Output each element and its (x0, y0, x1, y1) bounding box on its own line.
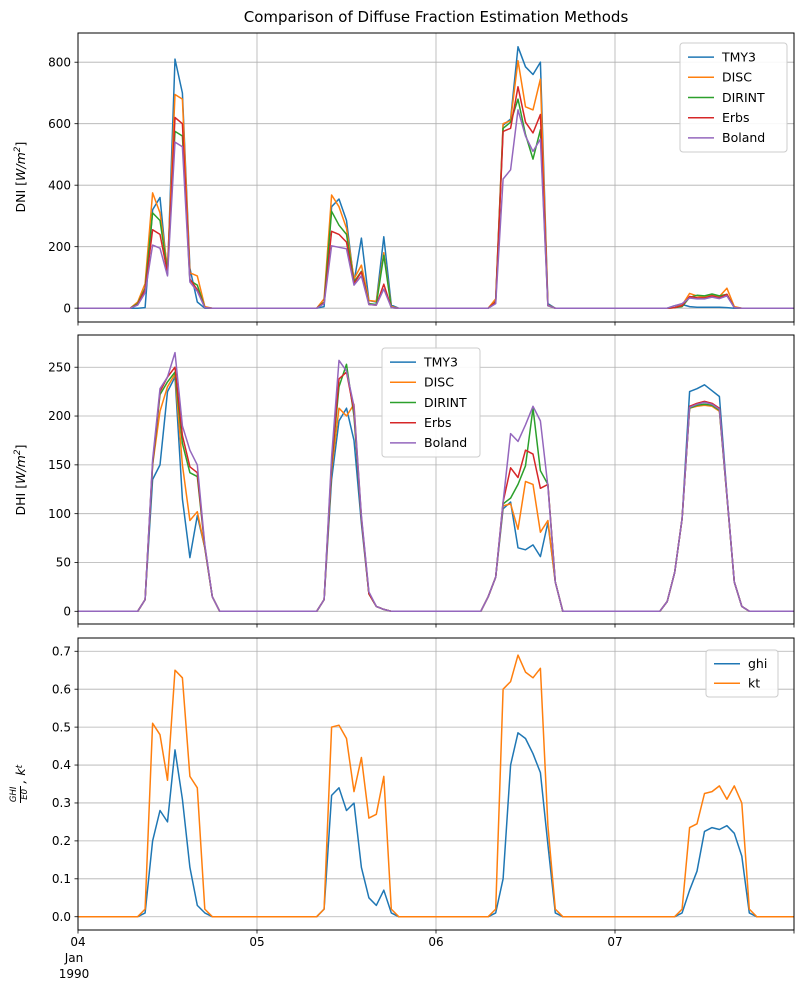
y-tick-label: 0 (63, 301, 71, 315)
legend-label-DISC: DISC (722, 70, 752, 85)
ylabel-unit: W/m (13, 455, 29, 484)
ylabel-text: ] (13, 444, 29, 450)
panel-2-legend-box (381, 347, 481, 458)
ylabel-text: DNI [ (13, 180, 29, 213)
legend-label-kt: kt (748, 676, 760, 691)
y-tick-label: 50 (56, 556, 71, 570)
legend-label-Boland: Boland (424, 435, 467, 450)
y-tick-label: 0.2 (52, 834, 71, 848)
ylabel-exp: 2 (13, 449, 23, 456)
legend-label-TMY3: TMY3 (721, 49, 756, 64)
y-tick-label: 0.7 (52, 644, 71, 658)
ylabel-unit: W/m (13, 152, 29, 181)
y-tick-label: 100 (48, 507, 71, 521)
y-tick-label: 0.0 (52, 910, 71, 924)
legend-label-ghi: ghi (748, 656, 767, 671)
y-tick-label: 0.6 (52, 682, 71, 696)
chart-title: Comparison of Diffuse Fraction Estimatio… (243, 8, 629, 26)
fraction-ghi-e0: GHI E0 (8, 785, 31, 804)
y-tick-label: 0.4 (52, 758, 71, 772)
series-line-Boland (78, 109, 794, 309)
legend-label-TMY3: TMY3 (423, 354, 458, 369)
y-tick-label: 0.1 (52, 872, 71, 886)
y-tick-label: 150 (48, 458, 71, 472)
x-tick-label: 07 (607, 935, 622, 949)
panel-1-legend-box (679, 42, 788, 153)
y-tick-label: 600 (48, 117, 71, 131)
fraction-numerator: GHI (8, 785, 21, 804)
legend-label-Erbs: Erbs (722, 110, 749, 125)
ylabel-exp: 2 (13, 146, 23, 153)
legend-label-Boland: Boland (722, 130, 765, 145)
y-tick-label: 800 (48, 55, 71, 69)
legend-label-DISC: DISC (424, 375, 454, 390)
legend-label-DIRINT: DIRINT (722, 90, 765, 105)
x-tick-label: 04 (70, 935, 85, 949)
y-axis-label-dhi: DHI [W/m2] (13, 390, 31, 570)
y-tick-label: 0.3 (52, 796, 71, 810)
y-tick-label: 200 (48, 409, 71, 423)
x-axis-month-label: Jan (64, 951, 84, 965)
series-line-kt (78, 654, 794, 918)
series-line-Boland (78, 351, 794, 613)
y-tick-label: 200 (48, 240, 71, 254)
ylabel-sub: t (15, 764, 25, 769)
y-axis-label-dni: DNI [W/m2] (13, 87, 31, 267)
fraction-denominator: E0 (19, 788, 30, 800)
panel-3-legend-box (705, 649, 779, 698)
y-tick-label: 250 (48, 360, 71, 374)
legend-label-Erbs: Erbs (424, 415, 451, 430)
x-tick-label: 06 (428, 935, 443, 949)
legend-label-DIRINT: DIRINT (424, 395, 467, 410)
ylabel-text: ] (13, 141, 29, 147)
y-tick-label: 400 (48, 178, 71, 192)
y-tick-label: 0 (63, 605, 71, 619)
x-axis-year-label: 1990 (58, 967, 90, 981)
ylabel-text: , k (12, 768, 28, 784)
y-tick-label: 0.5 (52, 720, 71, 734)
x-tick-label: 05 (249, 935, 264, 949)
ylabel-text: DHI [ (13, 483, 29, 516)
